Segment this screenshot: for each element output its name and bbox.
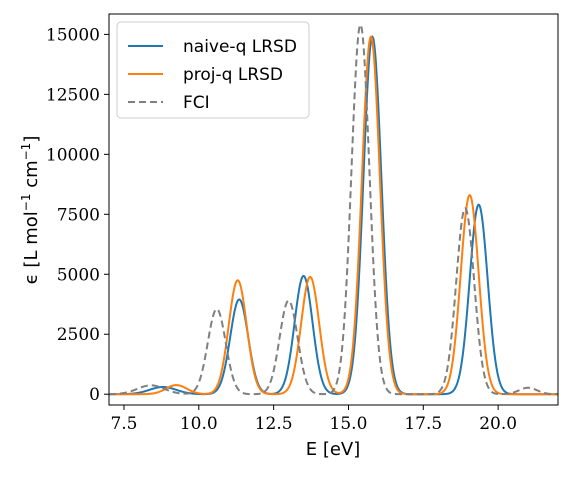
legend-box — [116, 21, 310, 119]
y-axis-label-exp2: −1 — [19, 143, 33, 161]
legend: naive-q LRSD proj-q LRSD FCI — [116, 21, 310, 119]
y-axis: 0 2500 5000 7500 10000 12500 15000 — [46, 25, 109, 405]
y-axis-label: ϵ [L mol−1 cm−1] — [19, 136, 42, 285]
x-tick-label: 17.5 — [404, 414, 442, 434]
y-tick-label: 10000 — [46, 145, 100, 165]
x-axis: 7.5 10.0 12.5 15.0 17.5 20.0 — [110, 405, 517, 434]
y-tick-label: 5000 — [57, 265, 100, 285]
y-axis-label-mid: cm — [21, 160, 42, 193]
series-line-0 — [109, 35, 558, 396]
x-tick-label: 20.0 — [479, 414, 517, 434]
x-tick-label: 10.0 — [180, 414, 218, 434]
y-tick-label: 0 — [89, 385, 100, 405]
plot-frame — [108, 13, 559, 406]
y-tick-label: 2500 — [57, 325, 100, 345]
y-axis-label-prefix: ϵ [L mol — [21, 211, 42, 284]
y-tick-label: 12500 — [46, 85, 100, 105]
x-axis-label: E [eV] — [306, 439, 361, 460]
series-line-2 — [108, 23, 558, 396]
y-axis-label-suffix: ] — [21, 136, 42, 143]
y-axis-label-exp1: −1 — [19, 194, 33, 212]
x-tick-label: 12.5 — [255, 414, 293, 434]
y-tick-label: 15000 — [46, 25, 100, 45]
legend-label-proj-q: proj-q LRSD — [183, 65, 283, 85]
legend-label-fci: FCI — [183, 93, 210, 113]
series-layer — [108, 23, 558, 396]
x-tick-label: 15.0 — [330, 414, 368, 434]
legend-label-naive-q: naive-q LRSD — [183, 37, 297, 57]
y-tick-label: 7500 — [57, 205, 100, 225]
x-tick-label: 7.5 — [110, 414, 137, 434]
